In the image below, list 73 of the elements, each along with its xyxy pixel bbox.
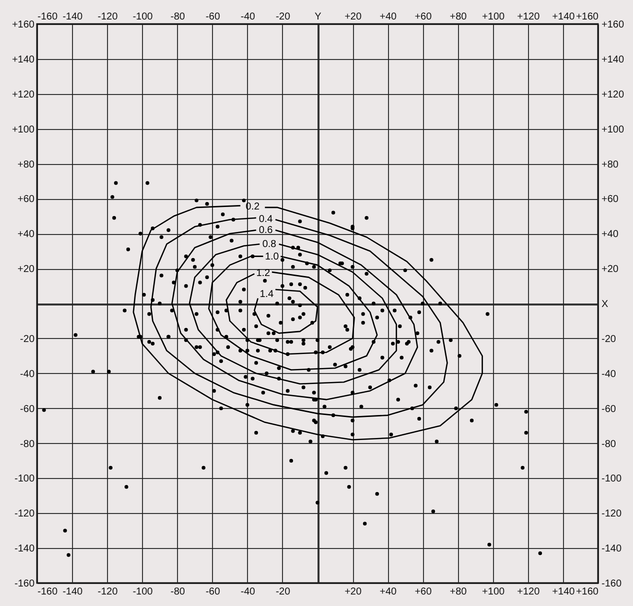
- y2-tick-label: +100: [602, 124, 624, 136]
- x2-tick-label: -100: [132, 12, 154, 22]
- y-tick-label: +140: [12, 54, 35, 66]
- y2-tick-label: -160: [602, 578, 622, 590]
- y-tick-label: +160: [12, 20, 35, 30]
- y-tick-label: +20: [18, 264, 35, 276]
- y-tick-label: -140: [14, 544, 35, 555]
- y-tick-label: +120: [12, 89, 35, 100]
- x2-tick-label: -20: [276, 12, 291, 22]
- x-tick-label: +40: [380, 586, 398, 598]
- x-tick-label: +20: [344, 586, 362, 598]
- y-tick-label: +100: [12, 124, 35, 136]
- x2-tick-label: +140: [552, 12, 576, 22]
- x-tick-label: +160: [576, 586, 599, 598]
- y-tick-label: -20: [20, 334, 35, 345]
- x-tick-label: +100: [482, 586, 506, 598]
- x2-tick-label: +160: [576, 12, 599, 22]
- y2-tick-label: +80: [602, 159, 619, 170]
- y-tick-label: -80: [20, 438, 35, 450]
- x-tick-label: +80: [450, 586, 468, 598]
- y2-tick-label: +20: [602, 264, 619, 276]
- x2-tick-label: +60: [414, 12, 432, 22]
- x2-tick-label: -80: [170, 12, 186, 22]
- y2-tick-label: +40: [602, 229, 619, 240]
- x2-tick-label: -140: [62, 12, 84, 22]
- x-tick-label: -100: [132, 586, 154, 598]
- x-tick-label: -120: [98, 586, 118, 598]
- y2-tick-label: -20: [602, 334, 616, 345]
- y-tick-label: -40: [20, 368, 35, 380]
- x-tick-label: -160: [38, 586, 58, 598]
- y-tick-label: -100: [14, 474, 35, 485]
- y-tick-label: -60: [20, 404, 35, 415]
- y2-tick-label: -120: [602, 508, 622, 520]
- x-tick-label: +140: [552, 586, 576, 598]
- y2-tick-label: -140: [602, 544, 622, 555]
- series-label: 0.8: [262, 239, 277, 250]
- y2-tick-label: -80: [602, 438, 616, 450]
- y2-tick-label: -40: [602, 368, 616, 380]
- y2-tick-label: +140: [602, 54, 624, 66]
- line-series: [226, 271, 355, 355]
- x-tick-label: -20: [276, 586, 291, 598]
- x-tick-label: +60: [414, 586, 432, 598]
- y-tick-label: +60: [18, 194, 35, 206]
- y2-tick-label: X: [602, 299, 608, 310]
- x2-tick-label: +20: [344, 12, 362, 22]
- y2-tick-label: -100: [602, 474, 622, 485]
- x2-tick-label: -120: [98, 12, 118, 22]
- x-tick-label: -140: [62, 586, 84, 598]
- y2-tick-label: +160: [602, 20, 624, 30]
- x-tick-label: -60: [206, 586, 220, 598]
- series-label: 0.4: [258, 214, 274, 225]
- x-tick-label: -80: [170, 586, 186, 598]
- x2-tick-label: +40: [380, 12, 398, 22]
- y-tick-label: +80: [18, 159, 35, 170]
- y2-tick-label: +60: [602, 194, 619, 206]
- series-label: 1.0: [264, 251, 280, 262]
- x2-tick-label: -60: [206, 12, 220, 22]
- x2-tick-label: Y: [314, 12, 322, 22]
- series-label: 0.6: [258, 225, 274, 236]
- y-tick-label: -160: [14, 578, 35, 590]
- x2-tick-label: -40: [240, 12, 256, 22]
- y2-tick-label: -60: [602, 404, 616, 415]
- y-tick-label: +40: [18, 229, 35, 240]
- series-label: 1.4: [260, 288, 274, 300]
- x-tick-label: -40: [240, 586, 256, 598]
- x2-tick-label: +80: [450, 12, 468, 22]
- y-tick-label: -120: [14, 508, 35, 520]
- y2-tick-label: +120: [602, 89, 624, 100]
- x2-tick-label: +100: [482, 12, 506, 22]
- x-tick-label: +120: [517, 586, 540, 598]
- x2-tick-label: +120: [517, 12, 540, 22]
- series-label: 1.2: [256, 268, 271, 279]
- x2-tick-label: -160: [38, 12, 58, 22]
